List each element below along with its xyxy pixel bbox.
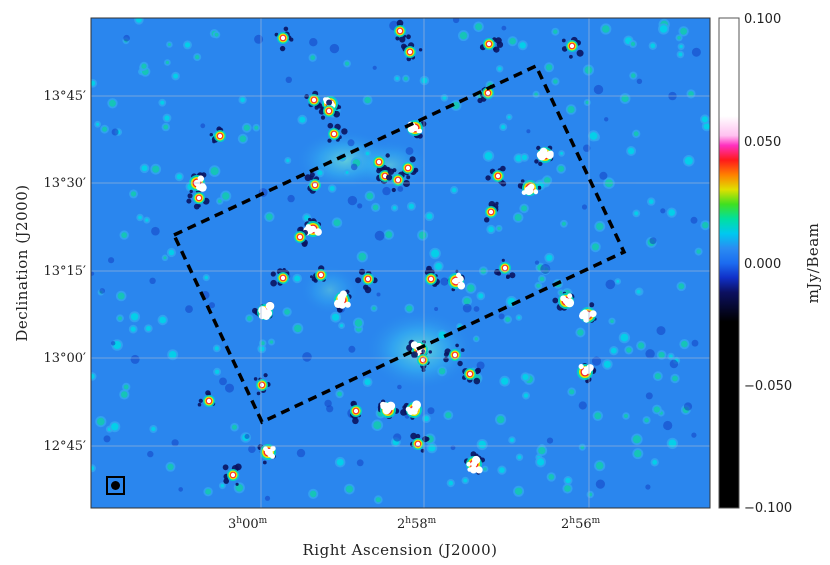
ra-tick-2h56: 2h56m [561, 516, 601, 532]
colorbar-tick-1: 0.050 [744, 135, 781, 150]
survey-footprint-box [171, 63, 627, 425]
dec-tick-1330: 13°30′ [43, 176, 86, 191]
colorbar-tick-4: −0.100 [744, 501, 792, 516]
dec-tick-1315: 13°15′ [43, 264, 86, 279]
x-axis-label: Right Ascension (J2000) [303, 541, 498, 559]
colorbar-tick-0: 0.100 [744, 12, 781, 27]
dec-tick-labels: 13°45′ 13°30′ 13°15′ 13°00′ 12°45′ [43, 89, 86, 454]
colorbar-tick-3: −0.050 [744, 379, 792, 394]
colorbar-tick-2: 0.000 [744, 257, 781, 272]
ra-tick-labels: 3h00m 2h58m 2h56m [228, 516, 601, 532]
colorbar-label: mJy/Beam [804, 223, 822, 304]
ra-tick-2h58: 2h58m [397, 516, 437, 532]
ra-tick-3h00: 3h00m [228, 516, 268, 532]
dec-tick-1245: 12°45′ [43, 439, 86, 454]
beam-marker [106, 476, 125, 495]
colorbar: 0.100 0.050 0.000 −0.050 −0.100 mJy/Beam [718, 12, 822, 516]
coordinate-grid [91, 18, 710, 508]
dec-tick-1300: 13°00′ [43, 351, 86, 366]
dec-tick-1345: 13°45′ [43, 89, 86, 104]
map-background [91, 18, 710, 508]
plot-frame [90, 17, 711, 509]
y-axis-label: Declination (J2000) [13, 184, 31, 341]
